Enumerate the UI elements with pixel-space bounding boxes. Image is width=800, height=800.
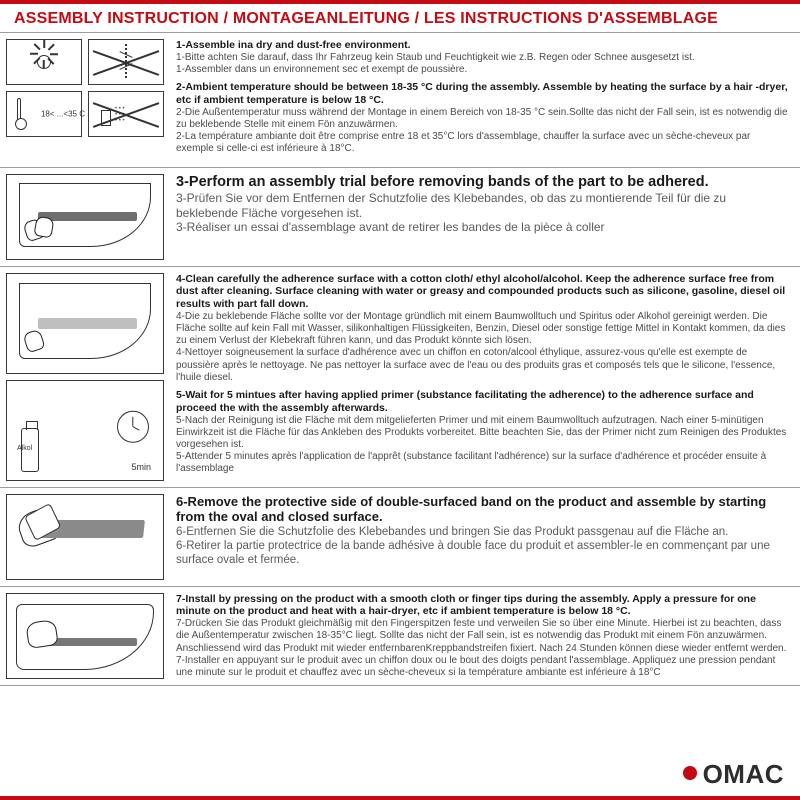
step-row-4-5: Alkol 5min 4-Clean carefully the adheren… (0, 266, 800, 487)
clock-label: 5min (131, 462, 151, 472)
step-text-7: 7-Install by pressing on the product wit… (170, 587, 800, 686)
s2-fr: 2-La température ambiante doit être comp… (176, 131, 790, 155)
footer: OMAC (0, 753, 800, 796)
picto-press-install (6, 593, 164, 680)
illus-press-install (0, 587, 170, 686)
step-text-4-5: 4-Clean carefully the adherence surface … (170, 267, 800, 487)
step-text-3: 3-Perform an assembly trial before remov… (170, 168, 800, 266)
s1-lead: 1-Assemble ina dry and dust-free environ… (176, 39, 790, 52)
s7-fr: 7-Installer en appuyant sur le produit a… (176, 655, 790, 679)
picto-sun (6, 39, 82, 85)
s4-de: 4-Die zu beklebende Fläche sollte vor de… (176, 311, 790, 348)
illus-clean-prime: Alkol 5min (0, 267, 170, 487)
step-text-6: 6-Remove the protective side of double-s… (170, 488, 800, 586)
s3-fr: 3-Réaliser un essai d'assemblage avant d… (176, 220, 790, 235)
page-title: ASSEMBLY INSTRUCTION / MONTAGEANLEITUNG … (0, 4, 800, 32)
s6-lead: 6-Remove the protective side of double-s… (176, 494, 790, 526)
step-row-7: 7-Install by pressing on the product wit… (0, 586, 800, 687)
illus-trial-fit (0, 168, 170, 266)
brand-logo: OMAC (703, 759, 784, 790)
picto-no-spray (88, 91, 164, 137)
picto-thermometer: 18< ...<35 C (6, 91, 82, 137)
picto-peel-tape (6, 494, 164, 580)
s3-de: 3-Prüfen Sie vor dem Entfernen der Schut… (176, 191, 790, 220)
s4-fr: 4-Nettoyer soigneusement la surface d'ad… (176, 347, 790, 384)
s5-fr: 5-Attender 5 minutes après l'application… (176, 451, 790, 475)
picto-primer-wait: Alkol 5min (6, 380, 164, 481)
illus-peel-apply (0, 488, 170, 586)
s4-lead: 4-Clean carefully the adherence surface … (176, 273, 790, 311)
step-row-1-2: 18< ...<35 C 1-Assemble ina dry and dust… (0, 32, 800, 167)
step-text-1-2: 1-Assemble ina dry and dust-free environ… (170, 33, 800, 167)
s5-de: 5-Nach der Reinigung ist die Fläche mit … (176, 415, 790, 452)
picto-clean-surface (6, 273, 164, 374)
picto-trial-fit (6, 174, 164, 260)
s7-de: 7-Drücken Sie das Produkt gleichmäßig mi… (176, 618, 790, 655)
s6-de: 6-Entfernen Sie die Schutzfolie des Kleb… (176, 525, 790, 539)
footer-accent-bar (0, 796, 800, 800)
step-row-6: 6-Remove the protective side of double-s… (0, 487, 800, 586)
instruction-sheet: ASSEMBLY INSTRUCTION / MONTAGEANLEITUNG … (0, 0, 800, 800)
illus-env-temp: 18< ...<35 C (0, 33, 170, 167)
s5-lead: 5-Wait for 5 mintues after having applie… (176, 389, 790, 415)
s6-fr: 6-Retirer la partie protectrice de la ba… (176, 539, 790, 567)
picto-no-ice (88, 39, 164, 85)
s2-de: 2-Die Außentemperatur muss während der M… (176, 107, 790, 131)
s7-lead: 7-Install by pressing on the product wit… (176, 593, 790, 619)
steps-container: 18< ...<35 C 1-Assemble ina dry and dust… (0, 32, 800, 753)
s1-fr: 1-Assembler dans un environnement sec et… (176, 64, 790, 76)
brand-dot-icon (683, 766, 697, 780)
s2-lead: 2-Ambient temperature should be between … (176, 81, 790, 107)
temp-range-label: 18< ...<35 C (41, 110, 85, 119)
s3-lead: 3-Perform an assembly trial before remov… (176, 174, 790, 192)
step-row-3: 3-Perform an assembly trial before remov… (0, 167, 800, 266)
bottle-label: Alkol (17, 445, 32, 452)
s1-de: 1-Bitte achten Sie darauf, dass Ihr Fahr… (176, 52, 790, 64)
